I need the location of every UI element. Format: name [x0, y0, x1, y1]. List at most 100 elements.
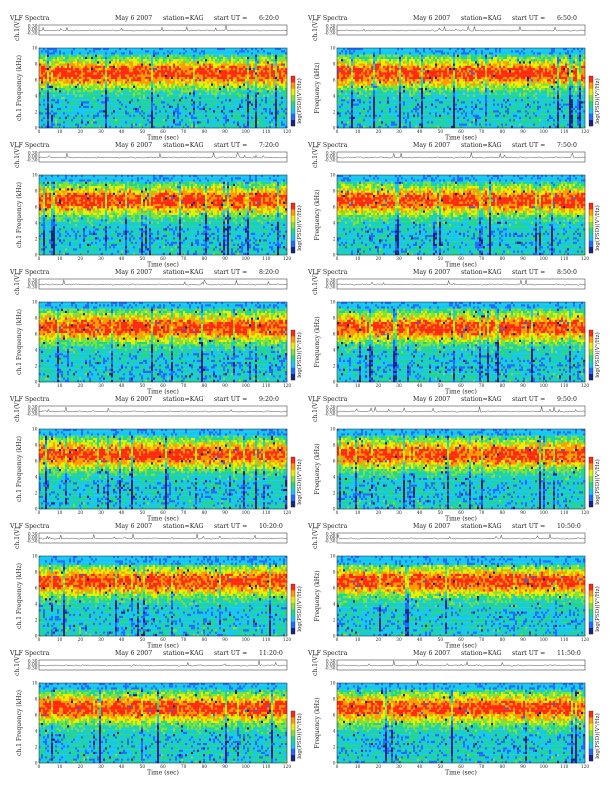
spectrogram-cell — [49, 83, 52, 86]
spectrogram-cell — [183, 72, 186, 75]
spectrogram-cell — [219, 65, 222, 69]
spectrogram-cell — [95, 50, 98, 53]
spectrogram-cell — [121, 65, 124, 69]
spectrogram-cell — [283, 50, 286, 53]
spectrogram-cell — [235, 56, 238, 60]
spectrogram-cell — [105, 101, 108, 104]
spectrogram-cell — [151, 125, 154, 129]
spectrogram-cell — [247, 96, 250, 100]
spectrogram-cell — [101, 52, 104, 55]
spectrogram-cell — [79, 125, 82, 129]
spectrogram-cell — [181, 68, 184, 71]
spectrogram-cell — [259, 63, 262, 66]
spectrogram-cell — [139, 116, 142, 120]
spectrogram-cell — [139, 114, 142, 118]
spectrogram-cell — [149, 112, 152, 115]
spectrogram-cell — [179, 114, 182, 118]
spectrogram-cell — [131, 88, 134, 91]
spectrogram-cell — [269, 96, 272, 100]
spectrogram-cell — [179, 96, 182, 100]
x-tick-label: 70 — [181, 130, 187, 135]
spectrogram-cell — [257, 74, 260, 78]
spectrogram-cell — [251, 116, 254, 120]
spectrogram-cell — [137, 54, 140, 58]
spectrogram-cell — [139, 76, 142, 80]
spectrogram-cell — [213, 94, 216, 98]
spectrogram-cell — [351, 81, 354, 84]
spectrogram-cell — [147, 121, 150, 124]
spectrogram-cell — [61, 94, 64, 98]
spectrogram-cell — [273, 105, 276, 109]
spectrogram-cell — [231, 74, 234, 78]
spectrogram-cell — [179, 65, 182, 69]
spectrogram-cell — [39, 72, 42, 75]
spectrogram-cell — [231, 59, 234, 62]
spectrogram-cell — [75, 48, 78, 51]
spectrogram-cell — [113, 121, 116, 124]
spectrogram-cell — [61, 101, 64, 104]
spectrogram-cell — [179, 101, 182, 104]
colorbar-segment — [291, 113, 295, 120]
spectrogram-cell — [261, 52, 264, 55]
spectrogram-cell — [353, 105, 356, 109]
spectrogram-cell — [263, 48, 266, 51]
spectrogram-cell — [69, 103, 72, 106]
spectrogram-cell — [239, 83, 242, 86]
spectrogram-cell — [85, 85, 88, 89]
spectrogram-cell — [73, 112, 76, 115]
spectrogram-cell — [101, 56, 104, 60]
spectrogram-cell — [143, 68, 146, 71]
spectrogram-cell — [201, 88, 204, 91]
spectrogram-cell — [97, 96, 100, 100]
spectrogram-cell — [145, 125, 148, 129]
spectrogram-cell — [211, 90, 214, 93]
spectrogram-cell — [275, 105, 278, 109]
spectrogram-cell — [155, 56, 158, 60]
spectrogram-cell — [45, 88, 48, 91]
spectrogram-cell — [157, 72, 160, 75]
spectrogram-cell — [83, 65, 86, 69]
spectrogram-cell — [229, 74, 232, 78]
spectrogram-cell — [347, 70, 350, 73]
spectrogram-cell — [279, 90, 282, 93]
spectrogram-cell — [219, 105, 222, 109]
spectrogram-cell — [65, 88, 68, 91]
spectrogram-cell — [233, 101, 236, 104]
spectrogram-cell — [249, 114, 252, 118]
spectrogram-cell — [135, 94, 138, 98]
spectrogram-cell — [359, 65, 362, 69]
spectrogram-cell — [355, 74, 358, 78]
spectrogram-cell — [273, 79, 276, 82]
spectrogram-cell — [177, 65, 180, 69]
spectrogram-cell — [229, 92, 232, 95]
spectrogram-cell — [239, 81, 242, 84]
spectrogram-cell — [351, 76, 354, 80]
spectrogram-cell — [71, 56, 74, 60]
spectrogram-cell — [77, 103, 80, 106]
spectrogram-cell — [79, 79, 82, 82]
spectrogram-cell — [263, 83, 266, 86]
spectrogram-cell — [43, 83, 46, 86]
spectrogram-cell — [169, 81, 172, 84]
spectrogram-cell — [69, 54, 72, 58]
spectrogram-cell — [233, 68, 236, 71]
spectrogram-cell — [245, 121, 248, 124]
spectrogram-cell — [119, 94, 122, 98]
spectrogram-cell — [143, 121, 146, 124]
spectrogram-cell — [341, 90, 344, 93]
spectrogram-cell — [151, 79, 154, 82]
spectrogram-cell — [123, 50, 126, 53]
spectrogram-cell — [139, 101, 142, 104]
spectrogram-cell — [233, 65, 236, 69]
spectrogram-cell — [71, 101, 74, 104]
spectrogram-cell — [195, 72, 198, 75]
spectrogram-cell — [355, 103, 358, 106]
spectrogram-cell — [115, 110, 118, 113]
spectrogram-cell — [241, 92, 244, 95]
spectrogram-cell — [205, 79, 208, 82]
spectrogram-cell — [109, 90, 112, 93]
spectrogram-cell — [45, 125, 48, 129]
spectrogram-cell — [49, 96, 52, 100]
spectrogram-cell — [247, 116, 250, 120]
spectrogram-cell — [205, 119, 208, 122]
